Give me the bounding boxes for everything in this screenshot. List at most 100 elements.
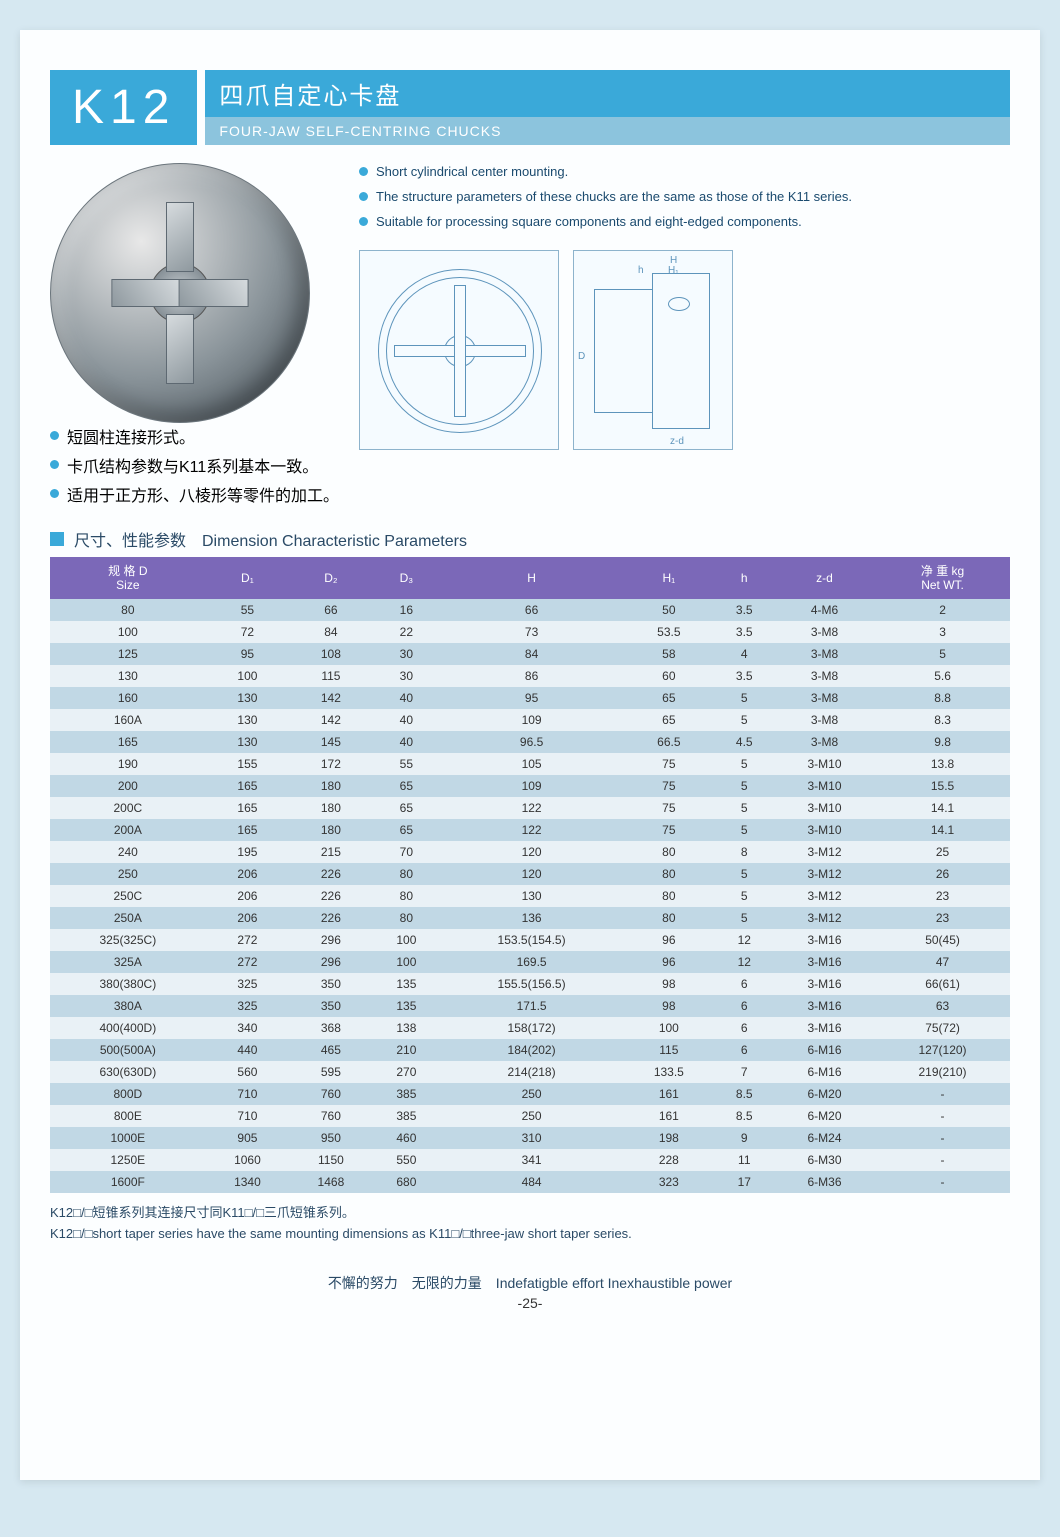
table-cell: 105: [440, 753, 623, 775]
table-row: 200C165180651227553-M1014.1: [50, 797, 1010, 819]
left-column: 短圆柱连接形式。卡爪结构参数与K11系列基本一致。适用于正方形、八棱形等零件的加…: [50, 163, 339, 515]
feature-text: 卡爪结构参数与K11系列基本一致。: [67, 456, 318, 479]
table-cell: 3-M8: [774, 709, 875, 731]
table-cell: 272: [206, 929, 289, 951]
table-cell: 165: [206, 819, 289, 841]
table-cell: 206: [206, 907, 289, 929]
table-row: 1259510830845843-M85: [50, 643, 1010, 665]
table-cell: 84: [440, 643, 623, 665]
table-cell: 210: [373, 1039, 440, 1061]
table-cell: 6: [715, 995, 774, 1017]
diagram-side-view: H H₁ h D z-d: [573, 250, 733, 450]
table-cell: 30: [373, 665, 440, 687]
product-photo: [50, 163, 310, 423]
table-row: 200165180651097553-M1015.5: [50, 775, 1010, 797]
table-row: 380(380C)325350135155.5(156.5)9863-M1666…: [50, 973, 1010, 995]
table-row: 1301001153086603.53-M85.6: [50, 665, 1010, 687]
table-cell: 153.5(154.5): [440, 929, 623, 951]
feature-item-cn: 卡爪结构参数与K11系列基本一致。: [50, 456, 339, 479]
table-row: 1600F13401468680484323176-M36-: [50, 1171, 1010, 1193]
table-cell: 66: [289, 599, 372, 621]
table-cell: 710: [206, 1105, 289, 1127]
table-cell: 200: [50, 775, 206, 797]
spec-table: 规 格 DSizeD₁D₂D₃HH₁hz-d净 重 kgNet WT. 8055…: [50, 557, 1010, 1194]
table-cell: 500(500A): [50, 1039, 206, 1061]
table-cell: 950: [289, 1127, 372, 1149]
table-cell: 3-M16: [774, 929, 875, 951]
table-cell: 250A: [50, 907, 206, 929]
feature-item-cn: 短圆柱连接形式。: [50, 427, 339, 450]
table-cell: 145: [289, 731, 372, 753]
table-cell: 3.5: [715, 599, 774, 621]
table-header-cell: D₂: [289, 557, 372, 600]
table-cell: 710: [206, 1083, 289, 1105]
table-cell: 171.5: [440, 995, 623, 1017]
table-cell: 65: [623, 687, 715, 709]
table-row: 380A325350135171.59863-M1663: [50, 995, 1010, 1017]
table-header-cell: H: [440, 557, 623, 600]
table-cell: 350: [289, 973, 372, 995]
table-cell: 6-M16: [774, 1039, 875, 1061]
table-cell: 385: [373, 1105, 440, 1127]
table-cell: 180: [289, 819, 372, 841]
table-cell: 341: [440, 1149, 623, 1171]
table-cell: 6-M24: [774, 1127, 875, 1149]
feature-text: 短圆柱连接形式。: [67, 427, 195, 450]
table-cell: 135: [373, 995, 440, 1017]
table-cell: 5: [715, 709, 774, 731]
table-cell: 138: [373, 1017, 440, 1039]
table-cell: 3-M8: [774, 687, 875, 709]
table-cell: 80: [373, 863, 440, 885]
table-cell: 115: [289, 665, 372, 687]
table-cell: 60: [623, 665, 715, 687]
table-cell: 760: [289, 1105, 372, 1127]
table-row: 400(400D)340368138158(172)10063-M1675(72…: [50, 1017, 1010, 1039]
table-cell: 250: [50, 863, 206, 885]
table-cell: 6-M16: [774, 1061, 875, 1083]
table-cell: 95: [440, 687, 623, 709]
table-cell: 80: [50, 599, 206, 621]
table-cell: 55: [206, 599, 289, 621]
table-cell: 6-M20: [774, 1083, 875, 1105]
table-cell: 11: [715, 1149, 774, 1171]
technical-diagrams: H H₁ h D z-d: [359, 250, 1010, 450]
table-cell: 109: [440, 709, 623, 731]
table-cell: 180: [289, 797, 372, 819]
table-cell: 1060: [206, 1149, 289, 1171]
table-cell: 98: [623, 995, 715, 1017]
section-title-text: 尺寸、性能参数 Dimension Characteristic Paramet…: [74, 527, 467, 551]
table-cell: 40: [373, 731, 440, 753]
table-cell: 5: [875, 643, 1010, 665]
table-cell: 3-M12: [774, 907, 875, 929]
table-cell: 142: [289, 687, 372, 709]
table-cell: 75(72): [875, 1017, 1010, 1039]
table-cell: 296: [289, 951, 372, 973]
table-cell: 100: [206, 665, 289, 687]
table-row: 200A165180651227553-M1014.1: [50, 819, 1010, 841]
table-cell: 16: [373, 599, 440, 621]
table-cell: 5: [715, 863, 774, 885]
bullet-dot-icon: [50, 489, 59, 498]
table-cell: 5: [715, 687, 774, 709]
table-cell: 6: [715, 973, 774, 995]
table-cell: 190: [50, 753, 206, 775]
table-cell: 165: [206, 775, 289, 797]
table-cell: 3.5: [715, 665, 774, 687]
table-cell: 6-M20: [774, 1105, 875, 1127]
table-cell: 340: [206, 1017, 289, 1039]
table-cell: 1340: [206, 1171, 289, 1193]
table-header-cell: 规 格 DSize: [50, 557, 206, 600]
table-cell: 5: [715, 775, 774, 797]
table-cell: 3-M10: [774, 819, 875, 841]
table-cell: 75: [623, 797, 715, 819]
table-cell: 6-M30: [774, 1149, 875, 1171]
table-row: 800E7107603852501618.56-M20-: [50, 1105, 1010, 1127]
table-cell: 161: [623, 1105, 715, 1127]
table-cell: 680: [373, 1171, 440, 1193]
table-cell: 296: [289, 929, 372, 951]
table-cell: 8.3: [875, 709, 1010, 731]
footer-motto: 不懈的努力 无限的力量 Indefatigble effort Inexhaus…: [50, 1273, 1010, 1293]
diagram-front-view: [359, 250, 559, 450]
table-cell: 130: [50, 665, 206, 687]
table-header-cell: z-d: [774, 557, 875, 600]
